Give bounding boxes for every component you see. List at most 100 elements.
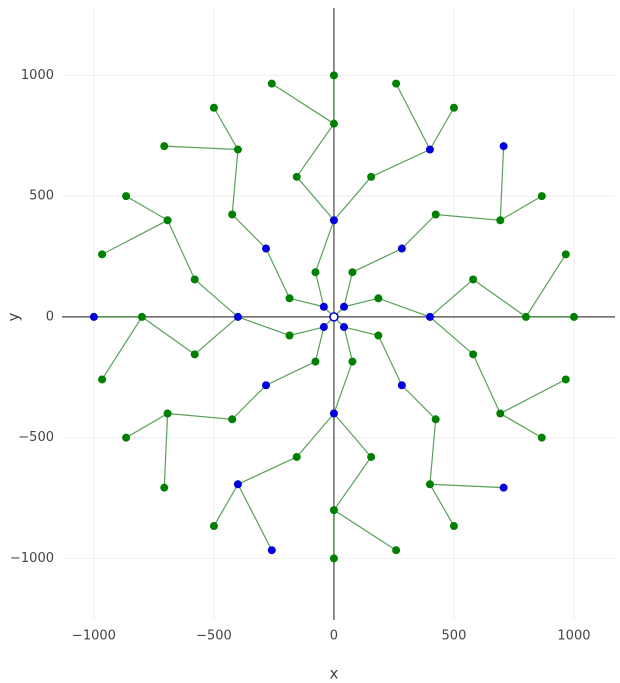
- x-tick-label: −1000: [72, 629, 116, 644]
- node: [190, 350, 199, 359]
- y-tick-label: 0: [46, 309, 54, 324]
- node: [499, 142, 508, 151]
- node: [292, 172, 301, 181]
- node: [367, 172, 376, 181]
- node: [469, 350, 478, 359]
- y-axis-title: y: [5, 312, 23, 321]
- edge: [499, 195, 543, 221]
- node: [537, 192, 546, 201]
- y-tick-label: 1000: [21, 68, 54, 83]
- x-tick-label: −500: [196, 629, 232, 644]
- node: [89, 312, 98, 321]
- node: [122, 433, 131, 442]
- node: [98, 250, 107, 259]
- node: [569, 312, 578, 321]
- node: [425, 312, 434, 321]
- y-tick-label: −1000: [10, 551, 54, 566]
- node: [209, 103, 218, 112]
- edge: [296, 413, 335, 458]
- edge: [163, 413, 169, 488]
- node: [160, 142, 169, 151]
- node: [496, 409, 505, 418]
- node: [233, 480, 242, 489]
- node: [367, 452, 376, 461]
- node: [163, 216, 172, 225]
- edge: [429, 483, 455, 527]
- edge: [499, 378, 567, 415]
- edge: [289, 297, 325, 308]
- node: [348, 268, 357, 277]
- node: [262, 381, 271, 390]
- edge: [194, 316, 239, 355]
- edge: [370, 148, 431, 178]
- edge: [314, 272, 325, 307]
- edge: [333, 456, 372, 511]
- node: [469, 275, 478, 284]
- node: [537, 433, 546, 442]
- node: [311, 357, 320, 366]
- edge: [296, 176, 335, 221]
- edge: [333, 361, 353, 414]
- node: [425, 145, 434, 154]
- edge: [213, 483, 239, 527]
- node: [329, 312, 339, 322]
- node: [228, 415, 237, 424]
- edge: [429, 279, 474, 318]
- x-tick-label: 1000: [557, 629, 590, 644]
- edge: [231, 149, 239, 215]
- edge: [378, 297, 431, 318]
- edge: [125, 412, 168, 439]
- node: [374, 331, 383, 340]
- y-tick-label: −500: [18, 430, 54, 445]
- edge: [314, 220, 335, 273]
- edge: [401, 214, 437, 249]
- node: [561, 250, 570, 259]
- node: [329, 506, 338, 515]
- edge: [429, 107, 455, 150]
- edge: [231, 384, 267, 420]
- edge: [352, 248, 403, 273]
- edge: [231, 214, 267, 249]
- node: [285, 294, 294, 303]
- edge: [265, 361, 316, 386]
- edge: [237, 316, 290, 337]
- edge: [167, 412, 233, 420]
- node: [521, 312, 530, 321]
- edge: [271, 83, 335, 125]
- node: [561, 375, 570, 384]
- node: [160, 483, 169, 492]
- node: [262, 244, 271, 253]
- edge: [472, 278, 527, 318]
- edge: [237, 456, 297, 485]
- edge: [525, 254, 567, 318]
- x-axis-title: x: [330, 665, 339, 683]
- node: [397, 381, 406, 390]
- edge: [401, 384, 437, 420]
- edge: [333, 413, 372, 458]
- node: [329, 554, 338, 563]
- node: [137, 312, 146, 321]
- edge: [125, 195, 168, 221]
- node: [285, 331, 294, 340]
- edge: [101, 219, 168, 255]
- edge: [343, 272, 354, 307]
- node: [311, 268, 320, 277]
- edge: [237, 483, 273, 551]
- x-tick-label: 0: [330, 629, 338, 644]
- edge: [333, 176, 372, 221]
- node: [449, 103, 458, 112]
- node: [496, 216, 505, 225]
- node: [449, 522, 458, 531]
- edge: [265, 248, 291, 299]
- edge: [167, 220, 196, 280]
- edge: [314, 326, 325, 362]
- edge: [395, 83, 431, 150]
- edge: [141, 316, 196, 355]
- edge: [435, 213, 501, 221]
- node: [209, 522, 218, 531]
- node: [431, 415, 440, 424]
- node: [348, 357, 357, 366]
- edge: [429, 419, 437, 485]
- node: [267, 79, 276, 88]
- edge: [343, 297, 379, 308]
